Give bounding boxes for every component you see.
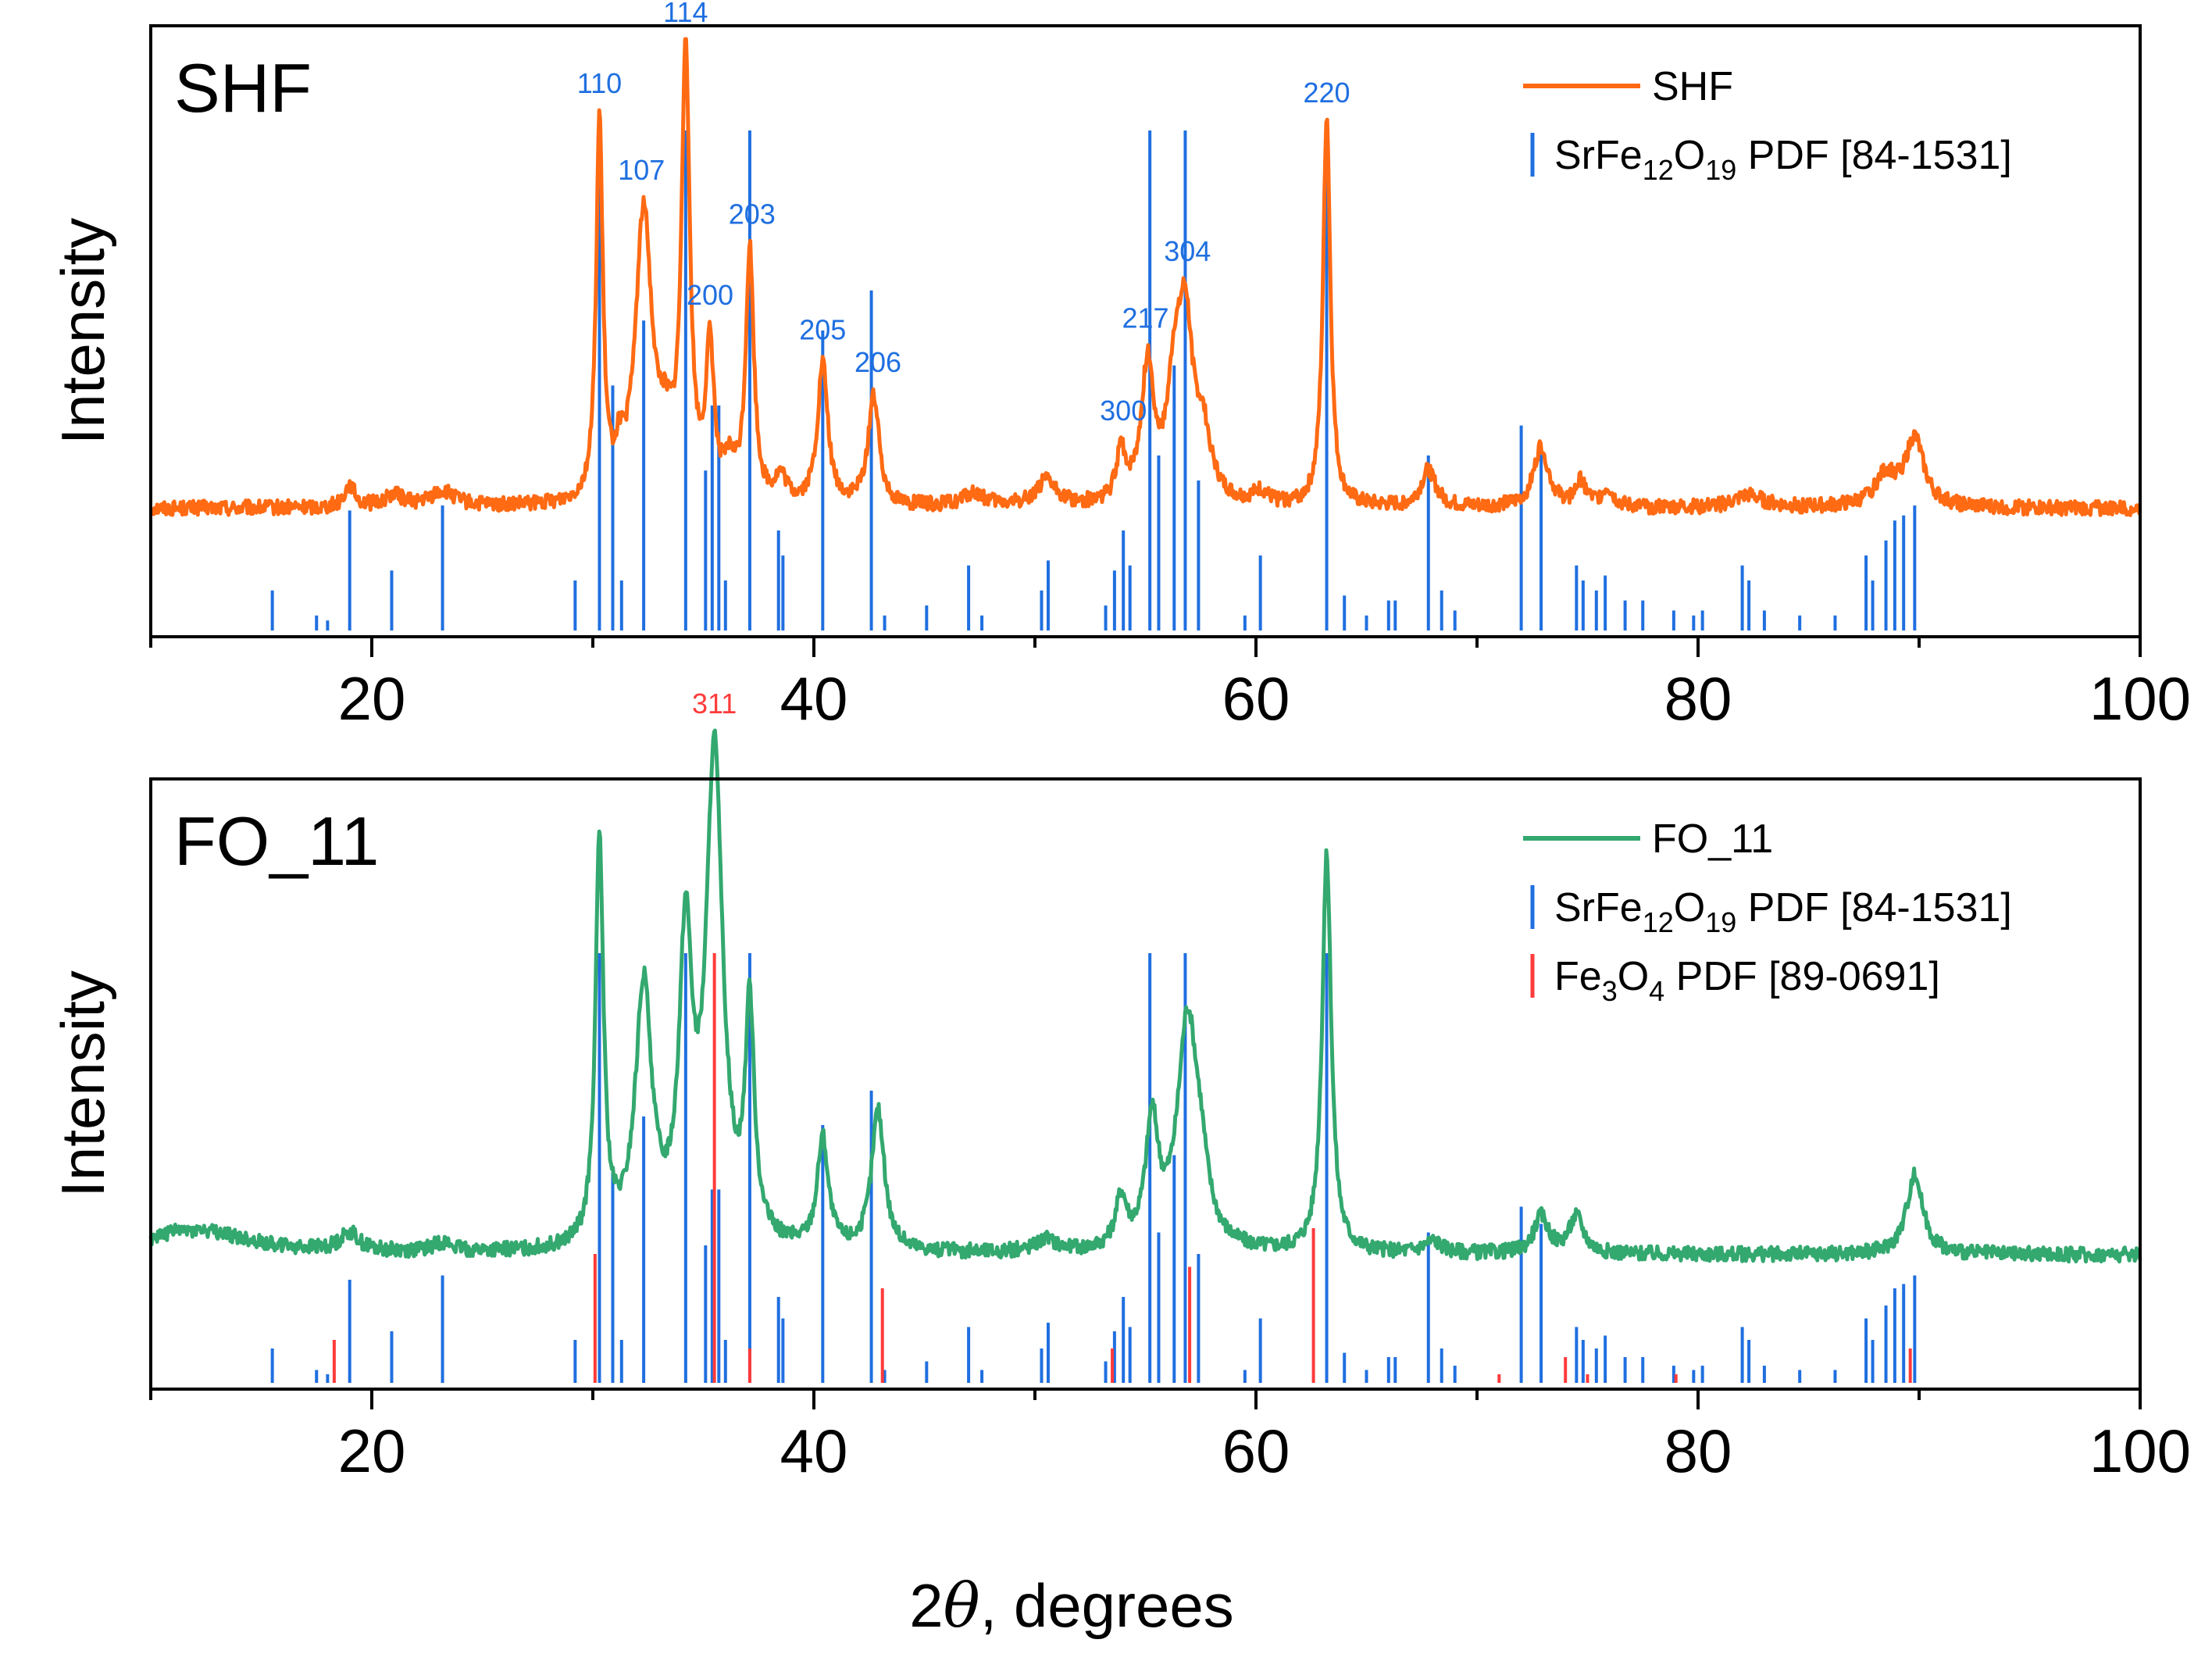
legend-subscript: 12 xyxy=(1643,906,1674,938)
hkl-label: 114 xyxy=(663,0,708,28)
x-tick-label: 100 xyxy=(2089,1416,2191,1485)
legend-label: SHF xyxy=(1652,64,1733,109)
legend-subscript: 19 xyxy=(1705,154,1736,186)
hkl-label: 311 xyxy=(692,688,737,720)
legend-subscript: 4 xyxy=(1649,975,1664,1007)
plot-frame xyxy=(149,777,2142,1391)
legend-subscript: 3 xyxy=(1602,975,1618,1007)
hkl-label: 203 xyxy=(729,198,776,230)
x-tick-label: 80 xyxy=(1664,1416,1732,1485)
x-tick-label: 100 xyxy=(2089,664,2191,733)
x-tick-label: 60 xyxy=(1222,1416,1290,1485)
panel-title: FO_11 xyxy=(174,802,380,880)
x-axis-label-number: 2 xyxy=(909,1571,943,1640)
legend-text-part: O xyxy=(1674,885,1705,931)
y-axis-label: Intensity xyxy=(48,970,117,1197)
y-axis-label: Intensity xyxy=(48,218,117,445)
x-axis-label-theta: θ xyxy=(944,1571,980,1641)
panel-title: SHF xyxy=(174,49,312,127)
series-line-shf xyxy=(148,37,2142,517)
x-axis-label: 2θ, degrees xyxy=(909,1571,1234,1641)
legend-text-part: Fe xyxy=(1554,954,1602,999)
x-axis-label-unit: , degrees xyxy=(980,1571,1234,1640)
hkl-label: 220 xyxy=(1304,77,1350,109)
legend-text-part: O xyxy=(1674,133,1705,178)
hkl-label: 304 xyxy=(1164,235,1211,267)
legend-text-part: PDF [84-1531] xyxy=(1736,885,2012,931)
legend-text-part: PDF [89-0691] xyxy=(1664,954,1940,999)
x-tick-label: 80 xyxy=(1664,664,1732,733)
legend-subscript: 12 xyxy=(1643,154,1674,186)
hkl-label: 217 xyxy=(1122,302,1168,334)
x-tick-label: 40 xyxy=(780,664,848,733)
reference-sticks-srfe12o19 xyxy=(270,953,1917,1383)
legend-label: Fe3O4 PDF [89-0691] xyxy=(1554,954,1940,1007)
legend-text-part: SrFe xyxy=(1554,885,1643,931)
legend-label: SrFe12O19 PDF [84-1531] xyxy=(1554,133,2012,186)
x-tick-label: 20 xyxy=(338,1416,406,1485)
hkl-label: 205 xyxy=(799,314,846,346)
hkl-label: 200 xyxy=(687,279,733,311)
legend-label: SrFe12O19 PDF [84-1531] xyxy=(1554,885,2012,938)
x-tick-label: 60 xyxy=(1222,664,1290,733)
legend-subscript: 19 xyxy=(1705,906,1736,938)
series-line-fo_11 xyxy=(148,728,2142,1264)
hkl-label: 206 xyxy=(854,346,901,378)
hkl-label: 300 xyxy=(1100,395,1147,427)
reference-sticks-srfe12o19 xyxy=(270,130,1917,630)
plot-frame xyxy=(149,24,2142,638)
x-tick-label: 40 xyxy=(780,1416,848,1485)
hkl-label: 107 xyxy=(618,154,665,186)
legend-text-part: SrFe xyxy=(1554,133,1643,178)
legend-text-part: PDF [84-1531] xyxy=(1736,133,2012,178)
reference-sticks-fe3o4 xyxy=(332,953,1912,1383)
hkl-label: 110 xyxy=(577,67,622,99)
x-tick-label: 20 xyxy=(338,664,406,733)
legend-text-part: O xyxy=(1618,954,1649,999)
legend-label: FO_11 xyxy=(1652,816,1773,862)
